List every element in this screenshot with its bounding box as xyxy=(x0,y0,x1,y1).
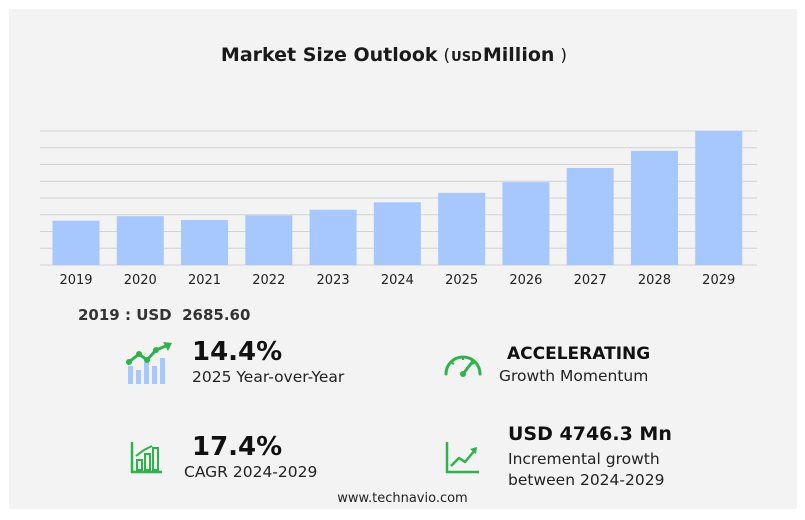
x-tick-label-2021: 2021 xyxy=(188,273,221,288)
bar-2029 xyxy=(695,131,743,265)
x-tick-label-2025: 2025 xyxy=(445,273,478,288)
base-year-amount: 2685.60 xyxy=(182,306,251,324)
bar-2020 xyxy=(116,216,164,265)
momentum-label: Growth Momentum xyxy=(499,367,649,385)
chart-title: Market Size Outlook (USDMillion) xyxy=(0,44,788,66)
x-tick-label-2027: 2027 xyxy=(574,273,607,288)
bar-2023 xyxy=(309,209,357,265)
bar-2028 xyxy=(630,150,678,265)
x-tick-label-2028: 2028 xyxy=(638,273,671,288)
bar-2022 xyxy=(245,215,293,265)
cagr-value: 17.4% xyxy=(192,432,283,462)
stat-momentum: ACCELERATING Growth Momentum xyxy=(499,344,651,387)
stat-incremental: USD 4746.3 Mn Incremental growth between… xyxy=(508,423,672,491)
base-year-value: 2019 : USD 2685.60 xyxy=(78,306,250,324)
bar-2019 xyxy=(52,220,100,265)
bar-2027 xyxy=(566,167,614,265)
trend-line-icon xyxy=(445,442,479,474)
growth-chart-icon xyxy=(126,342,172,384)
title-unit-scale: Million xyxy=(482,44,555,66)
yoy-value: 14.4% xyxy=(192,337,283,367)
bar-2025 xyxy=(438,192,486,265)
bar-chart: 2019 2020 2021 2022 2023 2024 2025 2026 2027 2028… xyxy=(40,130,757,288)
stat-cagr: 17.4% CAGR 2024-2029 xyxy=(184,432,317,483)
x-tick-label-2026: 2026 xyxy=(509,273,542,288)
x-tick-label-2023: 2023 xyxy=(317,273,350,288)
title-open-paren: ( xyxy=(443,46,451,66)
x-tick-label-2019: 2019 xyxy=(59,273,92,288)
bar-chart-icon xyxy=(130,442,162,474)
yoy-label: 2025 Year-over-Year xyxy=(192,368,345,386)
base-year-label: 2019 : USD xyxy=(78,306,172,324)
incremental-value: USD 4746.3 Mn xyxy=(508,423,672,445)
bar-2021 xyxy=(181,219,229,265)
chart-title-main: Market Size Outlook xyxy=(220,44,438,66)
incremental-label-line2: between 2024-2029 xyxy=(508,471,665,489)
bar-2024 xyxy=(373,202,421,265)
cagr-label: CAGR 2024-2029 xyxy=(184,463,318,481)
speedometer-icon xyxy=(444,355,482,377)
x-tick-label-2022: 2022 xyxy=(252,273,285,288)
x-tick-label-2029: 2029 xyxy=(702,273,735,288)
title-close-paren: ) xyxy=(560,46,568,66)
title-unit-currency: USD xyxy=(451,50,482,65)
bar-2026 xyxy=(502,182,550,265)
x-tick-label-2024: 2024 xyxy=(381,273,414,288)
momentum-value: ACCELERATING xyxy=(507,344,651,364)
footer-url: www.technavio.com xyxy=(337,491,468,506)
stat-yoy: 14.4% 2025 Year-over-Year xyxy=(192,337,344,388)
incremental-label-line1: Incremental growth xyxy=(508,450,660,468)
x-tick-label-2020: 2020 xyxy=(124,273,157,288)
